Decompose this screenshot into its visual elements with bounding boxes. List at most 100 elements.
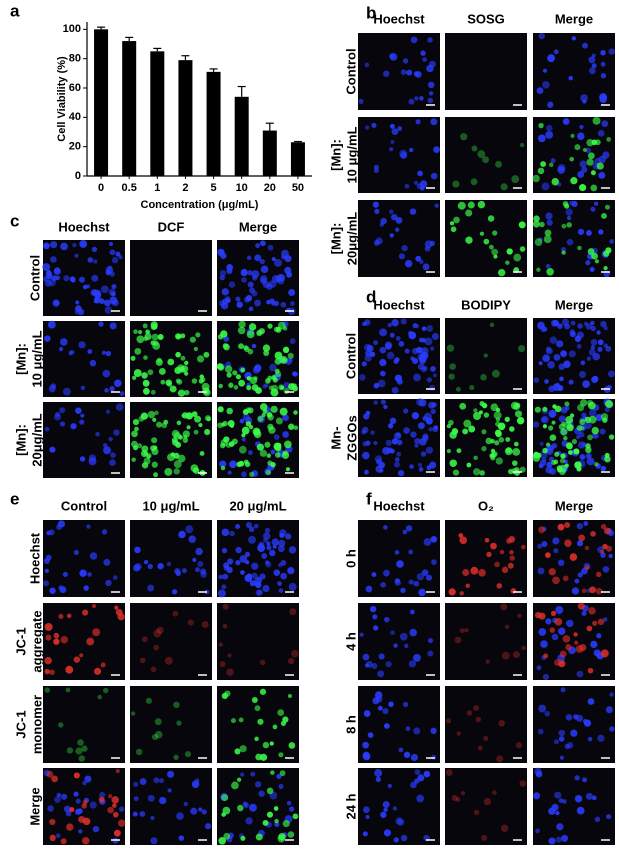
cell-dot (265, 378, 271, 384)
cell-dot (111, 299, 119, 307)
cell-dot (494, 429, 502, 436)
micrograph (217, 686, 299, 763)
cell-dot (483, 735, 489, 741)
cell-dot (43, 242, 50, 250)
cell-dot (553, 353, 561, 361)
cell-dot (82, 780, 87, 786)
cell-dot (590, 325, 596, 332)
cell-dot (510, 588, 517, 594)
cell-dot (143, 457, 151, 465)
cell-dot (548, 837, 556, 845)
cell-dot (88, 457, 97, 466)
cell-dot (551, 420, 556, 425)
cell-dot (186, 425, 191, 430)
cell-dot (587, 434, 593, 441)
cell-dot (158, 368, 166, 375)
cell-dot (221, 812, 226, 817)
cell-dot (538, 122, 544, 129)
cell-dot (271, 538, 280, 546)
cell-dot (597, 339, 604, 346)
cell-dot (137, 443, 143, 449)
x-tick-label: 0.5 (122, 182, 137, 194)
cell-dot (498, 436, 505, 443)
cell-dot (243, 296, 251, 303)
cell-dot (92, 603, 97, 609)
cell-dot (361, 361, 367, 367)
cell-dot (591, 63, 597, 69)
cell-dot (192, 557, 197, 563)
cell-dot (171, 429, 180, 438)
cell-dot (151, 323, 158, 330)
cell-dot (220, 422, 226, 427)
cell-dot (568, 379, 574, 385)
cell-dot (545, 466, 553, 474)
cell-dot (560, 350, 567, 358)
cell-dot (78, 276, 86, 283)
cell-dot (263, 350, 270, 356)
cell-dot (95, 431, 100, 437)
cell-dot (51, 775, 58, 783)
cell-dot (92, 825, 100, 833)
cell-dot (253, 376, 258, 381)
cell-dot (537, 134, 546, 143)
cell-dot (609, 726, 615, 732)
cell-dot (591, 252, 598, 260)
cell-dot (385, 343, 392, 350)
cell-dot (473, 705, 479, 711)
cell-dot (558, 415, 566, 423)
cell-dot (75, 798, 81, 804)
column-header: O₂ (478, 498, 494, 513)
cell-dot (245, 817, 253, 825)
bar (94, 29, 109, 177)
cell-dot (459, 628, 465, 634)
cell-dot (253, 428, 261, 436)
cell-dot (574, 640, 579, 645)
panel-label: c (10, 211, 19, 230)
cell-dot (410, 36, 418, 44)
cell-dot (606, 814, 612, 820)
cell-dot (569, 200, 574, 206)
cell-dot (594, 816, 601, 823)
cell-dot (482, 156, 490, 164)
cell-dot (534, 238, 543, 247)
column-header: DCF (158, 219, 185, 234)
cell-dot (380, 399, 386, 405)
micrograph (358, 398, 440, 477)
cell-dot (201, 382, 210, 391)
cell-dot (570, 177, 578, 185)
cell-dot (107, 265, 113, 270)
cell-dot (539, 459, 547, 467)
cell-dot (418, 467, 424, 472)
cell-dot (258, 790, 265, 797)
cell-dot (65, 687, 71, 693)
cell-dot (402, 58, 409, 64)
cell-dot (554, 618, 563, 626)
cell-dot (370, 430, 375, 435)
column-header: 20 μg/mL (229, 498, 286, 513)
cell-dot (49, 818, 56, 826)
micrograph (217, 603, 299, 680)
cell-dot (538, 526, 546, 534)
cell-dot (426, 325, 433, 332)
micrograph (445, 200, 527, 277)
cell-dot (91, 274, 99, 282)
cell-dot (430, 727, 437, 735)
cell-dot (99, 298, 105, 304)
cell-dot (394, 578, 401, 584)
cell-dot (261, 412, 266, 418)
cell-dot (569, 553, 578, 561)
cell-dot (582, 380, 590, 388)
cell-dot (538, 32, 546, 40)
cell-dot (608, 434, 615, 440)
cell-dot (231, 781, 239, 790)
cell-dot (59, 586, 67, 594)
cell-dot (243, 345, 249, 351)
cell-dot (540, 640, 548, 648)
cell-dot (160, 379, 166, 385)
cell-dot (239, 418, 245, 424)
cell-dot (408, 147, 414, 153)
cell-dot (86, 637, 95, 646)
cell-dot (533, 215, 540, 222)
cell-dot (274, 358, 282, 365)
cell-dot (79, 569, 87, 577)
